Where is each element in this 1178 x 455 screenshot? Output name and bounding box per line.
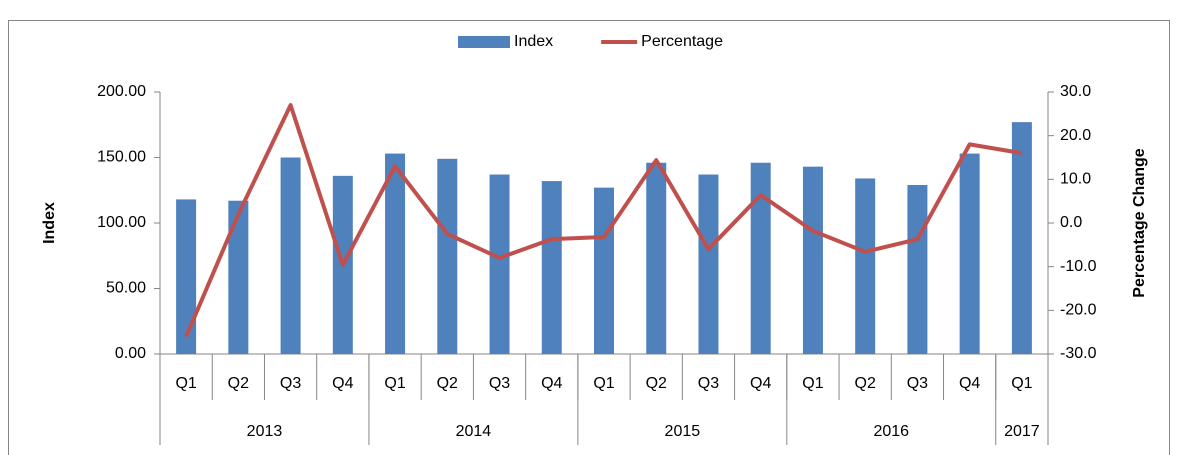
bar [907, 185, 928, 354]
bar [385, 153, 406, 354]
y2-tick-label: 30.0 [1060, 83, 1091, 100]
x-tick-label: Q4 [541, 375, 562, 392]
y-axis-title: Index [41, 202, 58, 244]
y2-tick-label: 10.0 [1060, 171, 1091, 188]
y-tick-label: 200.00 [97, 83, 146, 100]
bar [228, 200, 249, 354]
x-tick-label: Q1 [1011, 375, 1032, 392]
y2-axis-title: Percentage Change [1131, 148, 1148, 297]
x-tick-label: Q2 [646, 375, 667, 392]
bar [750, 162, 771, 354]
x-tick-label: Q3 [907, 375, 928, 392]
bar [802, 166, 823, 354]
x-tick-label: Q2 [437, 375, 458, 392]
bar [646, 162, 667, 354]
x-group-label: 2016 [873, 423, 909, 440]
y2-tick-label: -20.0 [1060, 302, 1097, 319]
x-tick-label: Q4 [959, 375, 980, 392]
y-tick-label: 100.00 [97, 214, 146, 231]
bar [437, 158, 458, 354]
x-tick-label: Q1 [802, 375, 823, 392]
bar [489, 174, 510, 354]
y2-tick-label: -30.0 [1060, 345, 1097, 362]
x-tick-label: Q3 [698, 375, 719, 392]
x-tick-label: Q3 [280, 375, 301, 392]
x-tick-label: Q2 [855, 375, 876, 392]
bar [1011, 122, 1032, 354]
legend-label: Percentage [641, 33, 723, 50]
line [184, 103, 1023, 338]
x-tick-label: Q1 [384, 375, 405, 392]
y-tick-label: 150.00 [97, 149, 146, 166]
y-tick-label: 50.00 [106, 280, 146, 297]
bar [280, 157, 301, 354]
y-tick-label: 0.00 [115, 345, 146, 362]
x-group-label: 2013 [247, 423, 283, 440]
bar [698, 174, 719, 354]
x-tick-label: Q2 [228, 375, 249, 392]
x-tick-label: Q1 [593, 375, 614, 392]
x-tick-label: Q4 [750, 375, 771, 392]
y2-tick-label: 0.0 [1060, 214, 1082, 231]
chart-frame [8, 20, 1170, 455]
x-tick-label: Q1 [175, 375, 196, 392]
legend-label: Index [514, 33, 553, 50]
bar [959, 153, 980, 354]
bar [594, 187, 614, 354]
bar [855, 178, 876, 354]
x-tick-label: Q4 [332, 375, 353, 392]
y2-tick-label: 20.0 [1060, 127, 1091, 144]
bar [176, 199, 197, 354]
bar [541, 181, 562, 354]
legend-swatch [458, 36, 510, 48]
y2-tick-label: -10.0 [1060, 258, 1097, 275]
x-group-label: 2017 [1004, 423, 1040, 440]
x-group-label: 2014 [456, 423, 492, 440]
x-group-label: 2015 [665, 423, 701, 440]
x-tick-label: Q3 [489, 375, 510, 392]
